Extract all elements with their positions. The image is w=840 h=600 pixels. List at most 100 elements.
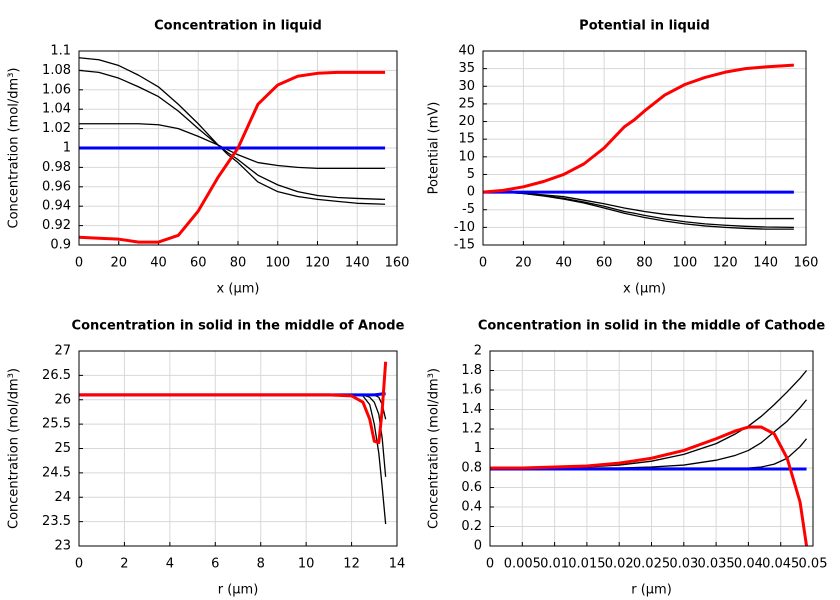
y-tick-label: 5 xyxy=(467,167,475,182)
x-tick-label: 10 xyxy=(298,557,315,572)
series-line xyxy=(78,69,386,201)
x-tick-label: 160 xyxy=(794,256,819,271)
x-tick-label: 0.035 xyxy=(697,557,734,572)
x-tick-label: 0.015 xyxy=(568,557,605,572)
x-tick-label: 120 xyxy=(713,256,738,271)
x-tick-label: 6 xyxy=(211,557,219,572)
y-tick-label: 1.1 xyxy=(50,44,71,59)
x-tick-label: 60 xyxy=(596,256,613,271)
x-tick-label: 2 xyxy=(120,557,128,572)
chart-title: Concentration in liquid xyxy=(154,19,322,34)
x-tick-label: 12 xyxy=(343,557,360,572)
series-line xyxy=(79,361,388,445)
x-tick-label: 0 xyxy=(479,256,487,271)
y-tick-label: 0.9 xyxy=(50,238,71,253)
x-tick-label: 8 xyxy=(257,557,265,572)
y-tick-label: -5 xyxy=(462,202,475,217)
x-tick-label: 14 xyxy=(389,557,406,572)
plot-frame xyxy=(78,350,398,547)
y-tick-label: 25 xyxy=(458,96,475,111)
chart-title: Concentration in solid in the middle of … xyxy=(72,319,405,334)
x-tick-label: 20 xyxy=(110,256,127,271)
y-axis-label: Concentration (mol/dm³) xyxy=(7,368,22,529)
y-tick-label: 0.6 xyxy=(461,480,482,495)
x-tick-label: 160 xyxy=(385,256,410,271)
y-tick-label: 24 xyxy=(54,490,71,505)
x-tick-label: 140 xyxy=(345,256,370,271)
series-line xyxy=(482,63,794,194)
y-tick-label: 0.92 xyxy=(42,218,71,233)
x-tick-label: 60 xyxy=(190,256,207,271)
y-tick-label: 40 xyxy=(458,44,475,59)
x-tick-label: 40 xyxy=(150,256,167,271)
y-tick-label: 10 xyxy=(458,149,475,164)
y-tick-label: 35 xyxy=(458,61,475,76)
y-tick-label: 1.4 xyxy=(461,402,482,417)
series-line xyxy=(79,394,387,525)
y-tick-label: 1 xyxy=(474,441,482,456)
y-tick-label: 0.8 xyxy=(461,461,482,476)
x-tick-label: 0.045 xyxy=(762,557,799,572)
series-line xyxy=(78,57,386,205)
x-tick-label: 20 xyxy=(515,256,532,271)
y-tick-label: 1.08 xyxy=(42,63,71,78)
x-tick-label: 0.05 xyxy=(799,557,828,572)
y-tick-label: 1 xyxy=(63,141,71,156)
x-tick-label: 0.03 xyxy=(669,557,698,572)
series-line xyxy=(490,370,808,469)
y-tick-label: 23 xyxy=(54,539,71,554)
x-tick-label: 100 xyxy=(265,256,290,271)
x-tick-label: 0.005 xyxy=(504,557,541,572)
y-tick-label: 0.2 xyxy=(461,519,482,534)
y-tick-label: -15 xyxy=(454,238,475,253)
x-tick-label: 40 xyxy=(555,256,572,271)
x-axis-label: x (µm) xyxy=(623,282,666,297)
x-tick-label: 120 xyxy=(305,256,330,271)
y-tick-label: 27 xyxy=(54,344,71,359)
plot-frame xyxy=(482,50,807,246)
plot-frame xyxy=(489,350,814,547)
y-tick-label: 24.5 xyxy=(42,465,71,480)
y-tick-label: 23.5 xyxy=(42,514,71,529)
y-axis-label: Concentration (mol/dm³) xyxy=(427,368,442,529)
x-tick-label: 0.01 xyxy=(540,557,569,572)
y-tick-label: 30 xyxy=(458,79,475,94)
y-tick-label: 0 xyxy=(467,185,475,200)
series-line xyxy=(78,70,386,244)
y-tick-label: 0.4 xyxy=(461,500,482,515)
x-tick-label: 100 xyxy=(672,256,697,271)
series-line xyxy=(490,438,808,469)
y-tick-label: 1.6 xyxy=(461,383,482,398)
series-line xyxy=(79,394,387,420)
x-tick-label: 0.025 xyxy=(633,557,670,572)
x-tick-label: 0.04 xyxy=(734,557,763,572)
x-axis-label: x (µm) xyxy=(217,282,260,297)
chart-title: Potential in liquid xyxy=(579,19,710,34)
y-tick-label: 1.8 xyxy=(461,363,482,378)
y-tick-label: 1.2 xyxy=(461,422,482,437)
y-tick-label: 26.5 xyxy=(42,368,71,383)
x-axis-label: r (µm) xyxy=(218,583,259,598)
y-tick-label: 15 xyxy=(458,132,475,147)
y-tick-label: 1.02 xyxy=(42,121,71,136)
x-tick-label: 80 xyxy=(636,256,653,271)
x-tick-label: 140 xyxy=(753,256,778,271)
y-tick-label: 0.94 xyxy=(42,199,71,214)
y-tick-label: 25.5 xyxy=(42,417,71,432)
y-tick-label: 1.04 xyxy=(42,102,71,117)
x-tick-label: 80 xyxy=(230,256,247,271)
series-line xyxy=(79,123,386,170)
y-tick-label: 0 xyxy=(474,539,482,554)
plot-frame xyxy=(78,50,398,246)
y-tick-label: -10 xyxy=(454,220,475,235)
y-axis-label: Potential (mV) xyxy=(427,102,442,195)
y-tick-label: 2 xyxy=(474,344,482,359)
x-tick-label: 0 xyxy=(486,557,494,572)
y-tick-label: 20 xyxy=(458,114,475,129)
y-tick-label: 26 xyxy=(54,392,71,407)
y-axis-label: Concentration (mol/dm³) xyxy=(7,68,22,229)
y-tick-label: 25 xyxy=(54,441,71,456)
y-tick-label: 0.98 xyxy=(42,160,71,175)
y-tick-label: 0.96 xyxy=(42,179,71,194)
